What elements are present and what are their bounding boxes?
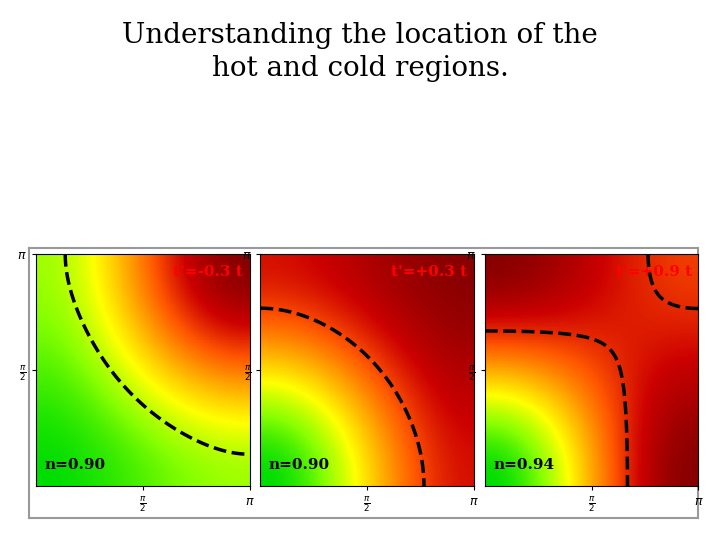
Text: t'=+0.9 t: t'=+0.9 t xyxy=(616,266,692,279)
Text: t'=+0.3 t: t'=+0.3 t xyxy=(392,266,467,279)
Text: n=0.94: n=0.94 xyxy=(493,458,554,472)
Text: n=0.90: n=0.90 xyxy=(269,458,330,472)
Text: n=0.90: n=0.90 xyxy=(45,458,106,472)
Text: Understanding the location of the
hot and cold regions.: Understanding the location of the hot an… xyxy=(122,22,598,82)
Text: t'=-0.3 t: t'=-0.3 t xyxy=(174,266,243,279)
